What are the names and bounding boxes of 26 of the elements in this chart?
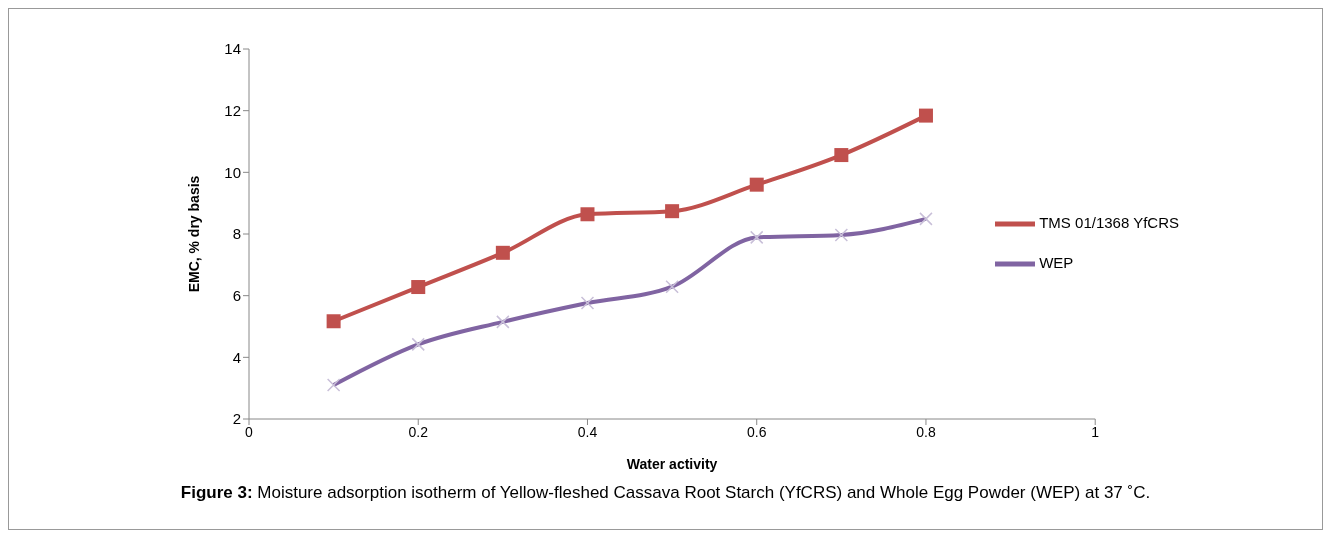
point [411,280,426,295]
x-tick-label: 0.4 [577,423,598,440]
caption: Figure 3: Moisture adsorption isotherm of Yellow-fleshed Cassava Root Starch (YfCRS) and Whole Egg Powder (WEP) at 37 ˚C. [179,483,1152,503]
y-tick-label: 6 [232,286,241,304]
legend-label: WEP [1039,253,1074,271]
y-tick-label: 10 [224,163,241,181]
point [495,245,510,260]
y-tick-label: 2 [232,410,241,428]
y-tick-label: 14 [224,40,241,58]
y-axis-title: EMC, % dry basis [185,175,202,293]
y-tick-label: 12 [224,101,241,119]
x-axis-title: Water activity [626,456,718,472]
y-tick-label: 4 [232,348,241,366]
x-tick-label: 0.2 [408,423,429,440]
point [749,177,764,192]
x-tick-label: 0 [245,423,254,440]
point [665,204,680,219]
point [580,207,595,222]
x-tick-label: 0.6 [746,423,767,440]
x-tick-label: 0.8 [916,423,936,440]
point [918,108,933,123]
y-tick-label: 8 [232,225,241,243]
x-tick-label: 1 [1091,423,1100,440]
point [834,148,849,163]
legend-label: TMS 01/1368 YfCRS [1039,213,1179,231]
point [326,314,341,329]
